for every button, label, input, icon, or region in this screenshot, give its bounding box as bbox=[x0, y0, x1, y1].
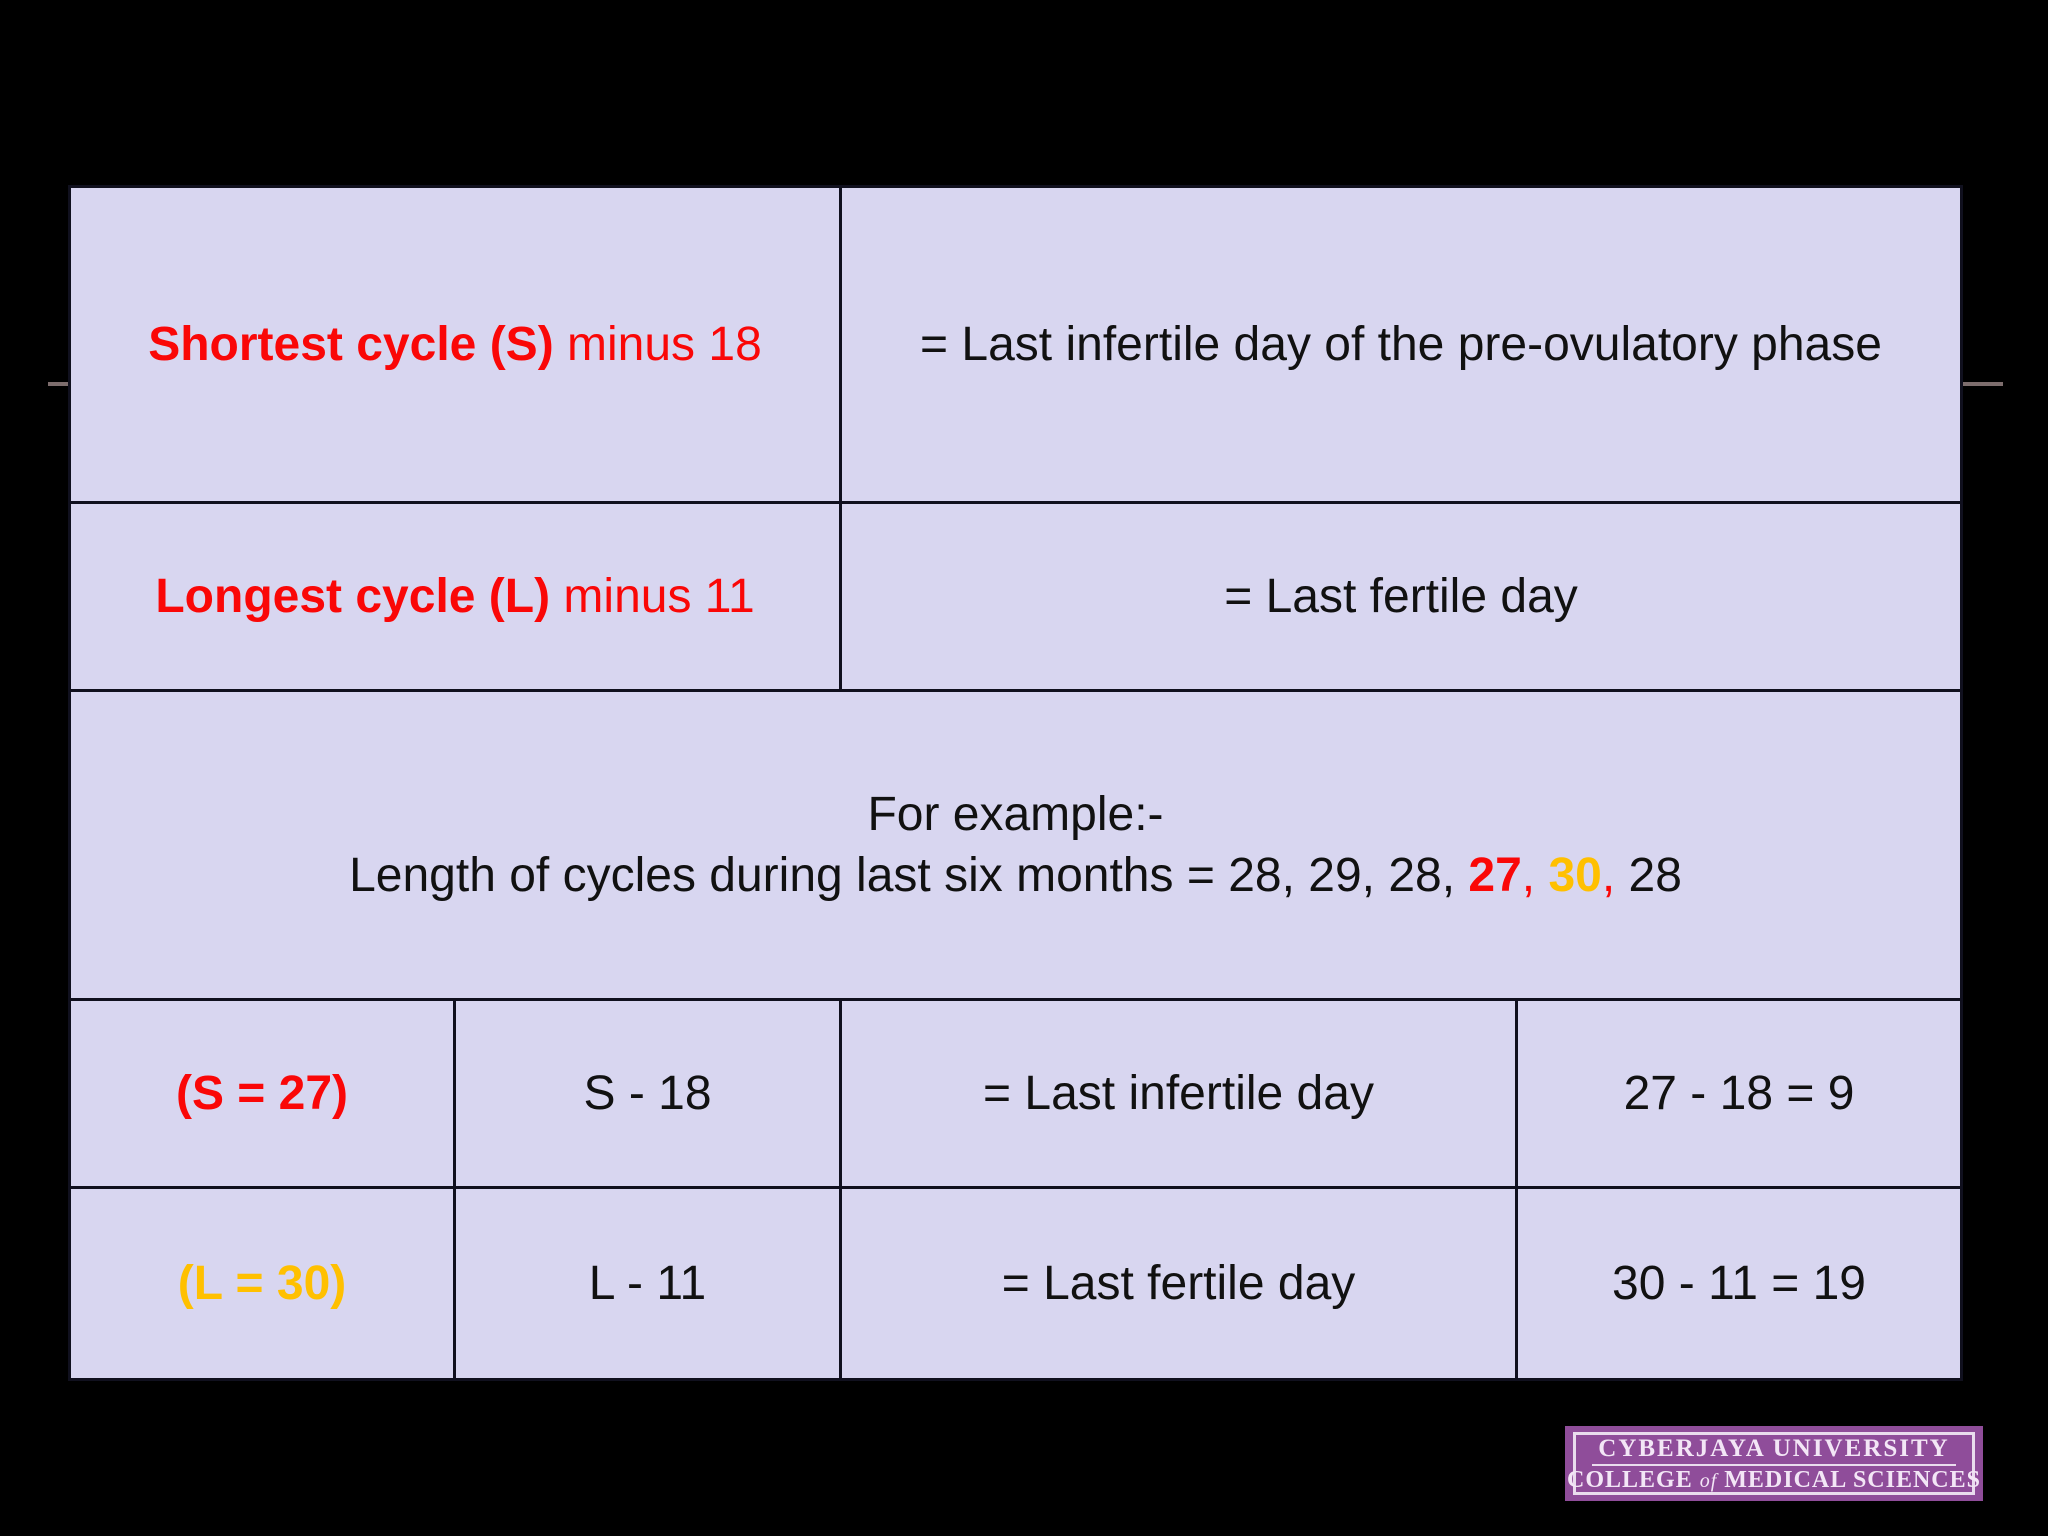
example-separator-2: , bbox=[1601, 849, 1629, 902]
l-formula: L - 11 bbox=[588, 1257, 707, 1310]
cycle-calculation-table: Shortest cycle (S) minus 18 = Last infer… bbox=[68, 185, 1963, 1381]
l-label-cell: (L = 30) bbox=[71, 1189, 456, 1378]
longest-cycle-definition-cell: = Last fertile day bbox=[842, 504, 1960, 689]
longest-cycle-term-rest: minus 11 bbox=[550, 570, 755, 623]
l-result: 30 - 11 = 19 bbox=[1612, 1257, 1866, 1310]
example-suffix: 28 bbox=[1628, 849, 1682, 902]
example-cycle-lengths: Length of cycles during last six months … bbox=[349, 845, 1682, 906]
table-row-s-calculation: (S = 27) S - 18 = Last infertile day 27 … bbox=[71, 1001, 1960, 1189]
longest-cycle-term-cell: Longest cycle (L) minus 11 bbox=[71, 504, 842, 689]
s-formula-cell: S - 18 bbox=[456, 1001, 842, 1186]
shortest-cycle-definition: = Last infertile day of the pre-ovulator… bbox=[920, 318, 1882, 371]
longest-cycle-definition: = Last fertile day bbox=[1224, 570, 1578, 623]
shortest-cycle-definition-cell: = Last infertile day of the pre-ovulator… bbox=[842, 188, 1960, 501]
s-result-cell: 27 - 18 = 9 bbox=[1518, 1001, 1960, 1186]
shortest-cycle-term-bold: Shortest cycle (S) bbox=[148, 318, 554, 371]
example-prefix: Length of cycles during last six months … bbox=[349, 849, 1469, 902]
table-row-longest-cycle: Longest cycle (L) minus 11 = Last fertil… bbox=[71, 504, 1960, 692]
l-definition: = Last fertile day bbox=[1001, 1257, 1356, 1310]
table-row-l-calculation: (L = 30) L - 11 = Last fertile day 30 - … bbox=[71, 1189, 1960, 1378]
longest-cycle-term-bold: Longest cycle (L) bbox=[155, 570, 551, 623]
university-logo: CYBERJAYA UNIVERSITY COLLEGE of MEDICAL … bbox=[1565, 1426, 1983, 1501]
s-formula: S - 18 bbox=[583, 1067, 712, 1120]
l-result-cell: 30 - 11 = 19 bbox=[1518, 1189, 1960, 1378]
table-row-shortest-cycle: Shortest cycle (S) minus 18 = Last infer… bbox=[71, 188, 1960, 504]
s-definition: = Last infertile day bbox=[983, 1067, 1374, 1120]
s-label: (S = 27) bbox=[175, 1067, 349, 1120]
example-longest-value: 30 bbox=[1548, 849, 1602, 902]
logo-separator-line bbox=[1591, 1463, 1957, 1466]
shortest-cycle-term-rest: minus 18 bbox=[553, 318, 762, 371]
logo-university-name: CYBERJAYA UNIVERSITY bbox=[1598, 1434, 1950, 1462]
logo-college-word: COLLEGE bbox=[1567, 1466, 1700, 1493]
university-logo-frame: CYBERJAYA UNIVERSITY COLLEGE of MEDICAL … bbox=[1567, 1432, 1980, 1495]
longest-cycle-term: Longest cycle (L) minus 11 bbox=[155, 569, 754, 624]
example-cell: For example:- Length of cycles during la… bbox=[71, 692, 1960, 998]
shortest-cycle-term: Shortest cycle (S) minus 18 bbox=[148, 317, 762, 372]
logo-sciences-words: MEDICAL SCIENCES bbox=[1717, 1466, 1981, 1493]
s-definition-cell: = Last infertile day bbox=[842, 1001, 1518, 1186]
logo-college-name: COLLEGE of MEDICAL SCIENCES bbox=[1567, 1468, 1981, 1492]
shortest-cycle-term-cell: Shortest cycle (S) minus 18 bbox=[71, 188, 842, 501]
example-separator-1: , bbox=[1521, 849, 1549, 902]
l-formula-cell: L - 11 bbox=[456, 1189, 842, 1378]
l-definition-cell: = Last fertile day bbox=[842, 1189, 1518, 1378]
example-shortest-value: 27 bbox=[1468, 849, 1522, 902]
example-text: For example:- Length of cycles during la… bbox=[349, 784, 1682, 907]
l-label: (L = 30) bbox=[177, 1257, 347, 1310]
s-label-cell: (S = 27) bbox=[71, 1001, 456, 1186]
s-result: 27 - 18 = 9 bbox=[1623, 1067, 1855, 1120]
table-row-example: For example:- Length of cycles during la… bbox=[71, 692, 1960, 1001]
logo-of-word: of bbox=[1699, 1469, 1718, 1492]
example-heading: For example:- bbox=[867, 787, 1164, 841]
